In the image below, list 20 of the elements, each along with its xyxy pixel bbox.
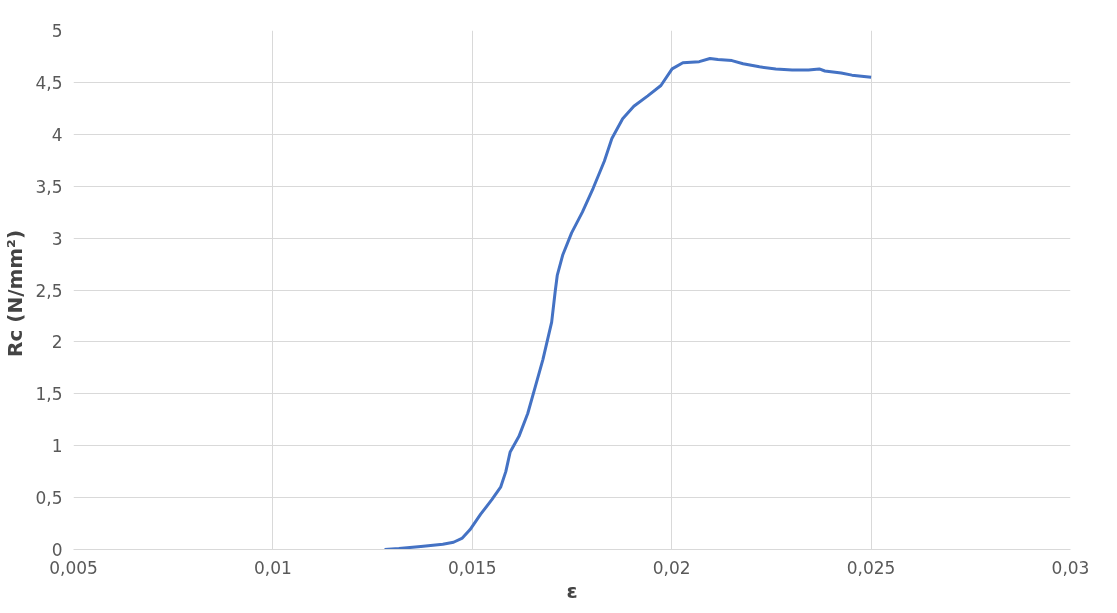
x-tick-label: 0,01 (253, 557, 292, 578)
y-tick-label: 3 (51, 228, 63, 249)
x-tick-label: 0,005 (49, 557, 98, 578)
y-tick-label: 2 (51, 332, 63, 353)
x-tick-label: 0,02 (652, 557, 691, 578)
x-tick-label: 0,015 (447, 557, 497, 578)
y-axis-title: Rc (N/mm²) (3, 229, 28, 357)
y-tick-label: 4 (51, 124, 63, 145)
x-tick-label: 0,03 (1051, 557, 1090, 578)
y-tick-label: 4,5 (35, 72, 63, 93)
line-series (383, 57, 873, 550)
y-tick-label: 3,5 (35, 176, 63, 197)
y-tick-label: 5 (51, 21, 63, 41)
y-tick-label: 1,5 (35, 384, 63, 405)
x-tick-label: 0,025 (846, 557, 896, 578)
y-tick-label: 0,5 (35, 488, 63, 509)
y-tick-label: 1 (51, 436, 63, 457)
y-tick-label: 2,5 (35, 280, 63, 301)
x-axis-title: ε (566, 578, 578, 603)
y-tick-label: 0 (51, 540, 63, 560)
